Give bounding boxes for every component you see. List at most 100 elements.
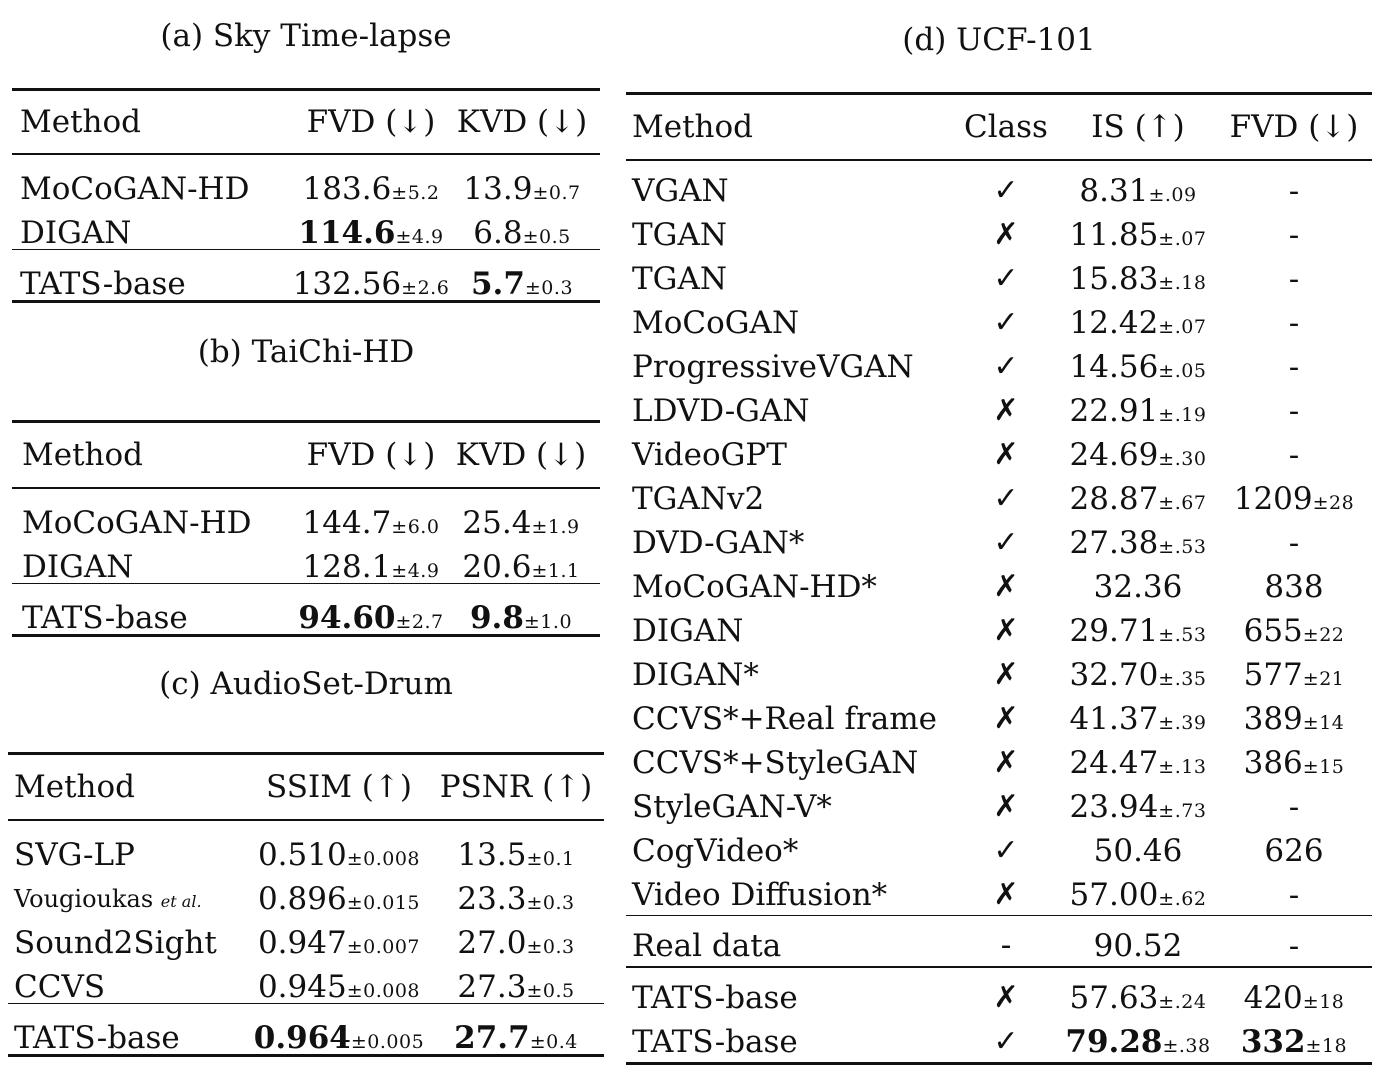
metric-value: 29.71±.53 bbox=[1056, 609, 1220, 653]
method-name: VGAN bbox=[632, 169, 962, 213]
column-header: FVD (↓) bbox=[306, 104, 436, 140]
metric-mean: 6.8 bbox=[473, 214, 523, 251]
table-row: DVD-GAN* ✓ 27.38±.53 - bbox=[626, 521, 1372, 565]
metric-value: 389±14 bbox=[1220, 697, 1368, 741]
table-rule bbox=[8, 819, 604, 821]
method-label: TATS-base bbox=[20, 266, 186, 302]
method-label: TGANv2 bbox=[632, 480, 765, 517]
metric-mean: 332 bbox=[1240, 1023, 1306, 1060]
header-row: Method FVD (↓) KVD (↓) bbox=[12, 433, 600, 477]
metric-std: ±0.7 bbox=[532, 181, 581, 204]
method-name: Real data bbox=[632, 924, 962, 968]
method-name: DIGAN bbox=[20, 211, 290, 255]
method-name: MoCoGAN-HD* bbox=[632, 565, 962, 609]
class-cross-icon: ✗ bbox=[993, 876, 1019, 912]
metric-value: - bbox=[1220, 521, 1368, 565]
metric-mean: 8.31 bbox=[1079, 172, 1149, 209]
metric-mean: 28.87 bbox=[1069, 480, 1159, 517]
metric-std: ±0.3 bbox=[524, 277, 574, 299]
metric-std: ±0.5 bbox=[522, 225, 571, 248]
table-row: DIGAN ✗ 29.71±.53 655±22 bbox=[626, 609, 1372, 653]
method-label: CCVS bbox=[14, 968, 106, 1005]
table-row: DIGAN 114.6±4.9 6.8±0.5 bbox=[12, 211, 600, 255]
method-name: TATS-base bbox=[632, 976, 962, 1020]
metric-value: 79.28±.38 bbox=[1056, 1020, 1220, 1064]
metric-mean: 22.91 bbox=[1069, 392, 1159, 429]
class-check-icon: ✓ bbox=[993, 524, 1019, 560]
metric-std: ±0.1 bbox=[526, 847, 575, 870]
metric-value: 94.60±2.7 bbox=[282, 596, 460, 640]
table-caption: (b) TaiChi-HD bbox=[197, 334, 415, 370]
metric-mean: 27.7 bbox=[454, 1020, 530, 1056]
metric-mean: 32.36 bbox=[1093, 568, 1183, 605]
metric-value: 57.00±.62 bbox=[1056, 873, 1220, 917]
method-name: Vougioukas et al. bbox=[14, 877, 254, 921]
metric-mean: 79.28 bbox=[1065, 1023, 1163, 1060]
metric-std: ±.39 bbox=[1158, 711, 1207, 734]
table-rule bbox=[12, 300, 600, 303]
table-row: DIGAN* ✗ 32.70±.35 577±21 bbox=[626, 653, 1372, 697]
class-cross-icon: ✗ bbox=[993, 216, 1019, 252]
metric-std: ±.18 bbox=[1158, 271, 1207, 294]
metric-mean: - bbox=[1288, 436, 1300, 473]
method-name: ProgressiveVGAN bbox=[632, 345, 962, 389]
method-label: DIGAN bbox=[22, 548, 134, 585]
class-check-icon: ✓ bbox=[993, 172, 1019, 208]
table-row: MoCoGAN-HD* ✗ 32.36 838 bbox=[626, 565, 1372, 609]
metric-mean: 386 bbox=[1243, 744, 1303, 781]
class-cross-icon: ✗ bbox=[993, 612, 1019, 648]
class-cross-icon: ✗ bbox=[993, 744, 1019, 780]
header-row: Method SSIM (↑) PSNR (↑) bbox=[8, 765, 604, 809]
metric-value: 8.31±.09 bbox=[1056, 169, 1220, 213]
metric-std: ±1.1 bbox=[531, 559, 580, 582]
method-name: LDVD-GAN bbox=[632, 389, 962, 433]
column-header: Class bbox=[964, 109, 1048, 145]
table-rule bbox=[626, 159, 1372, 161]
metric-mean: - bbox=[1288, 260, 1300, 297]
table-rule bbox=[12, 487, 600, 489]
method-label: MoCoGAN-HD bbox=[22, 504, 252, 541]
method-name: DIGAN* bbox=[632, 653, 962, 697]
metric-std: ±4.9 bbox=[395, 225, 444, 248]
table-panel-d: (d) UCF-101 Method Class IS (↑) FVD (↓) VGAN ✓… bbox=[626, 22, 1372, 1065]
table-rule bbox=[12, 88, 600, 91]
metric-mean: 183.6 bbox=[302, 170, 392, 207]
metric-value: 14.56±.05 bbox=[1056, 345, 1220, 389]
method-label: DIGAN bbox=[632, 612, 744, 649]
metric-value: 41.37±.39 bbox=[1056, 697, 1220, 741]
metric-mean: - bbox=[1288, 304, 1300, 341]
metric-mean: 114.6 bbox=[298, 214, 396, 251]
metric-value: - bbox=[1220, 785, 1368, 829]
metric-std: ±18 bbox=[1305, 1034, 1348, 1057]
table-row: VGAN ✓ 8.31±.09 - bbox=[626, 169, 1372, 213]
metric-std: ±4.9 bbox=[391, 559, 440, 582]
metric-value: 57.63±.24 bbox=[1056, 976, 1220, 1020]
method-name: TGAN bbox=[632, 257, 962, 301]
table-row: TGANv2 ✓ 28.87±.67 1209±28 bbox=[626, 477, 1372, 521]
metric-mean: - bbox=[1288, 524, 1300, 561]
column-header: PSNR (↑) bbox=[439, 769, 593, 805]
method-label: VGAN bbox=[632, 172, 729, 209]
metric-mean: 24.47 bbox=[1069, 744, 1159, 781]
method-name: TATS-base bbox=[20, 262, 290, 306]
method-name: VideoGPT bbox=[632, 433, 962, 477]
metric-std: ±.35 bbox=[1158, 667, 1207, 690]
class-check-icon: ✓ bbox=[993, 348, 1019, 384]
method-label: VideoGPT bbox=[632, 436, 787, 473]
metric-std: ±0.008 bbox=[346, 847, 421, 870]
metric-std: ±1.0 bbox=[523, 611, 573, 633]
method-name: DIGAN bbox=[632, 609, 962, 653]
table-row: TATS-base 94.60±2.7 9.8±1.0 bbox=[12, 596, 600, 640]
column-header: IS (↑) bbox=[1091, 109, 1185, 145]
metric-mean: 14.56 bbox=[1069, 348, 1159, 385]
metric-value: 28.87±.67 bbox=[1056, 477, 1220, 521]
metric-mean: 90.52 bbox=[1093, 928, 1183, 964]
method-name: SVG-LP bbox=[14, 833, 254, 877]
metric-std: ±22 bbox=[1302, 623, 1345, 646]
metric-mean: 0.896 bbox=[257, 880, 347, 917]
metric-value: - bbox=[1220, 389, 1368, 433]
metric-mean: 94.60 bbox=[298, 600, 396, 636]
table-row: MoCoGAN-HD 183.6±5.2 13.9±0.7 bbox=[12, 167, 600, 211]
metric-value: 24.69±.30 bbox=[1056, 433, 1220, 477]
metric-value: 128.1±4.9 bbox=[282, 545, 460, 589]
